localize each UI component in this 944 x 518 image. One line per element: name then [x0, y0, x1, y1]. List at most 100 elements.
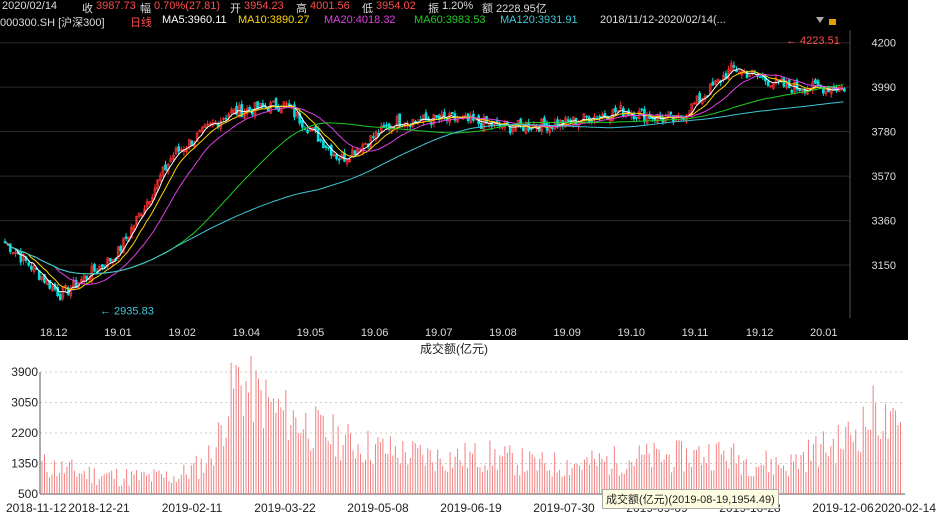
date-tick-label: 19.08 — [489, 327, 517, 339]
candle-body — [698, 92, 701, 103]
candle-body — [224, 117, 228, 120]
candle-body — [282, 101, 286, 108]
ma60-line — [3, 84, 844, 275]
candle-body — [293, 104, 296, 118]
ma20-line — [3, 73, 844, 286]
candle-body — [279, 108, 283, 114]
row1-item: 3954.23 — [244, 0, 284, 12]
volume-tick-label: 3050 — [11, 396, 38, 410]
candle-body — [327, 146, 330, 149]
row1-item: 开 — [230, 3, 241, 15]
ma5-line — [3, 68, 844, 294]
ma120-line — [3, 101, 844, 275]
candle-body — [232, 108, 236, 113]
candlestick-chart[interactable]: 4200 3990 3780 3570 3360 3150 ← 4223.51 ← 2935.… — [0, 0, 908, 340]
candle-body — [285, 103, 288, 105]
volume-date-label: 2019-05-08 — [347, 501, 409, 515]
candle-body — [274, 98, 278, 109]
candle-body — [151, 196, 154, 202]
candle-body — [640, 108, 644, 111]
candle-body — [179, 149, 183, 151]
candle-body — [106, 257, 109, 268]
date-tick-label: 18.12 — [40, 327, 68, 339]
candle-body — [790, 89, 794, 93]
candle-body — [40, 276, 44, 280]
row1-item: 4001.56 — [310, 0, 350, 12]
candle-body — [543, 117, 546, 125]
row1-item: 低 — [362, 3, 373, 15]
candle-body — [272, 100, 275, 103]
price-tick-label: 3360 — [872, 216, 896, 228]
volume-caption: 成交额(亿元) — [420, 342, 488, 356]
price-tick-label: 3570 — [872, 171, 896, 183]
candle-body — [732, 65, 736, 68]
candle-body — [814, 79, 817, 84]
candle-body — [522, 126, 525, 131]
date-tick-label: 19.09 — [553, 327, 581, 339]
date-tick-label: 20.01 — [810, 327, 838, 339]
candle-body — [169, 158, 173, 162]
volume-tick-label: 3900 — [11, 365, 38, 379]
candle-body — [22, 254, 25, 262]
date-tick-label: 19.01 — [104, 327, 132, 339]
row1-item: 3954.02 — [376, 0, 416, 12]
candle-body — [332, 153, 336, 157]
candle-body — [748, 75, 751, 77]
row1-item: 幅 — [140, 3, 151, 15]
candle-body — [456, 119, 459, 123]
candle-body — [372, 136, 375, 138]
candle-body — [511, 128, 515, 132]
date-tick-label: 19.05 — [297, 327, 325, 339]
candle-body — [669, 111, 673, 115]
ma10-line — [3, 70, 844, 291]
candle-body — [229, 109, 233, 114]
candle-body — [116, 246, 120, 259]
candle-body — [295, 111, 299, 117]
candle-body — [451, 111, 454, 115]
candle-body — [337, 158, 341, 161]
candle-body — [201, 126, 204, 133]
candle-body — [550, 127, 554, 129]
candle-body — [635, 117, 638, 119]
candle-body — [711, 81, 715, 86]
candle-body — [329, 144, 333, 156]
date-tick-label: 19.06 — [361, 327, 389, 339]
candle-body — [51, 285, 54, 291]
candle-body — [93, 263, 96, 272]
candle-body — [585, 115, 588, 118]
date-tick-label: 19.12 — [746, 327, 774, 339]
candle-body — [148, 201, 152, 205]
price-tick-label: 3990 — [872, 82, 896, 94]
candle-body — [322, 139, 325, 149]
candle-body — [156, 179, 159, 190]
candle-body — [714, 80, 717, 86]
candle-body — [614, 107, 617, 113]
candle-body — [27, 262, 31, 266]
volume-date-label: 2019-12-06 — [812, 501, 874, 515]
price-tick-label: 3780 — [872, 127, 896, 139]
low-annotation: ← 2935.83 — [100, 306, 154, 318]
candle-body — [206, 123, 209, 126]
row1-item: 收 — [82, 3, 93, 15]
candle-body — [798, 89, 801, 91]
row1-item: 2020/02/14 — [2, 0, 58, 12]
candle-body — [32, 265, 36, 272]
candle-body — [208, 123, 212, 125]
candle-body — [48, 280, 52, 289]
volume-date-label: 2020-02-14 — [875, 501, 937, 515]
volume-tick-label: 2200 — [11, 426, 38, 440]
candlestick-panel: 2020/02/14 收 3987.73 幅 0.70%(27.81) 开 3954.23 高… — [0, 0, 908, 340]
candle-body — [61, 287, 65, 299]
row2-item: MA20:4018.32 — [324, 14, 396, 26]
volume-date-label: 2019-02-11 — [162, 501, 223, 515]
candle-body — [348, 159, 352, 162]
candle-body — [30, 266, 33, 270]
candle-body — [298, 112, 302, 124]
candle-body — [772, 83, 775, 89]
candle-body — [603, 113, 607, 117]
candle-body — [501, 126, 504, 129]
date-tick-label: 19.02 — [168, 327, 196, 339]
candle-body — [187, 139, 191, 149]
candle-body — [243, 111, 246, 119]
candle-body — [387, 123, 391, 130]
